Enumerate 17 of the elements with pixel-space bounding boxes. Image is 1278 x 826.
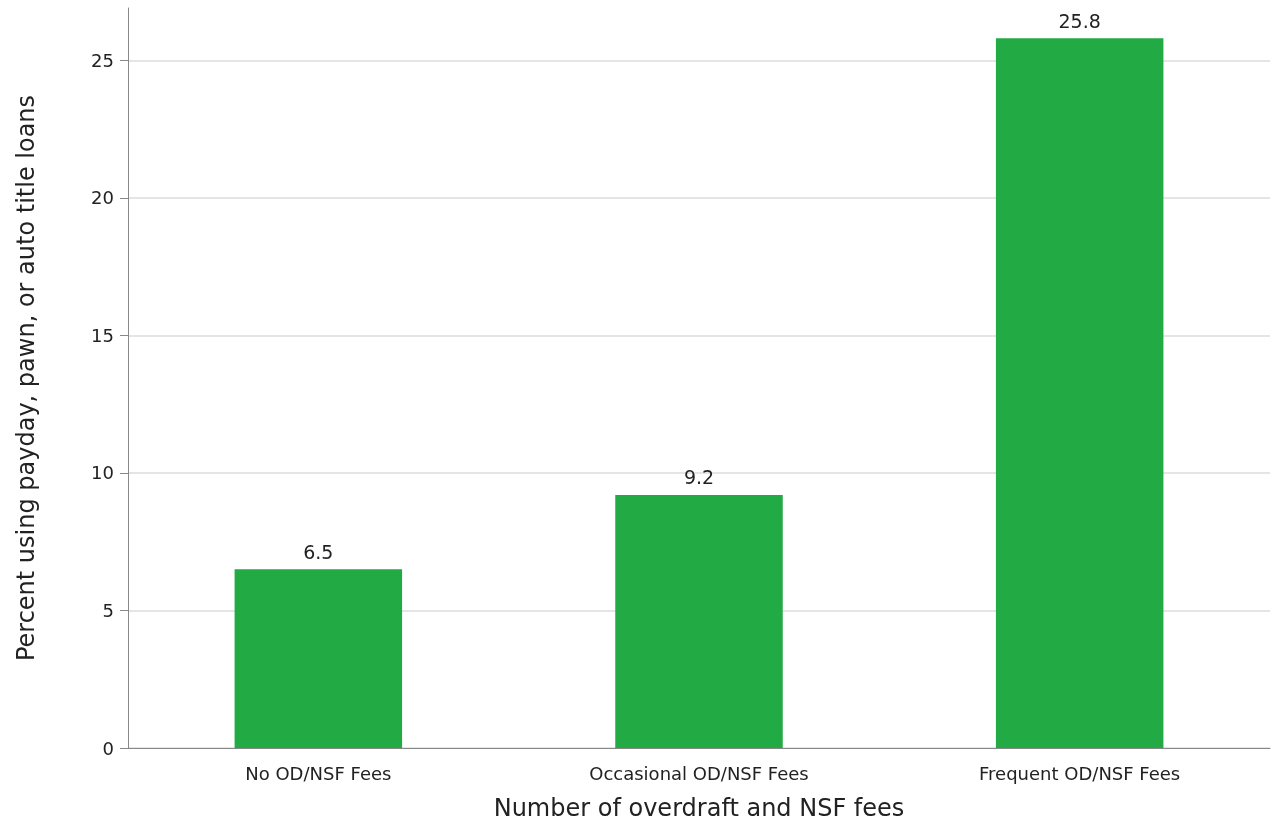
y-tick-label: 15 (91, 324, 114, 346)
bar (234, 569, 403, 748)
y-tick-label: 20 (91, 187, 114, 209)
x-tick-label: No OD/NSF Fees (245, 762, 392, 784)
y-tick-label: 25 (91, 49, 114, 71)
bar (995, 38, 1164, 748)
y-tick-label: 5 (102, 599, 114, 621)
x-tick-label: Occasional OD/NSF Fees (589, 762, 809, 784)
bar (615, 494, 783, 748)
x-axis-title: Number of overdraft and NSF fees (493, 794, 905, 822)
y-tick-label: 10 (91, 462, 114, 484)
data-label: 9.2 (683, 466, 715, 489)
data-label: 6.5 (303, 540, 334, 563)
y-axis-title: Percent using payday, pawn, or auto title loans (12, 94, 40, 662)
x-tick-label: Frequent OD/NSF Fees (979, 762, 1181, 784)
y-tick-label: 0 (102, 737, 114, 759)
data-label: 25.8 (1058, 9, 1101, 32)
